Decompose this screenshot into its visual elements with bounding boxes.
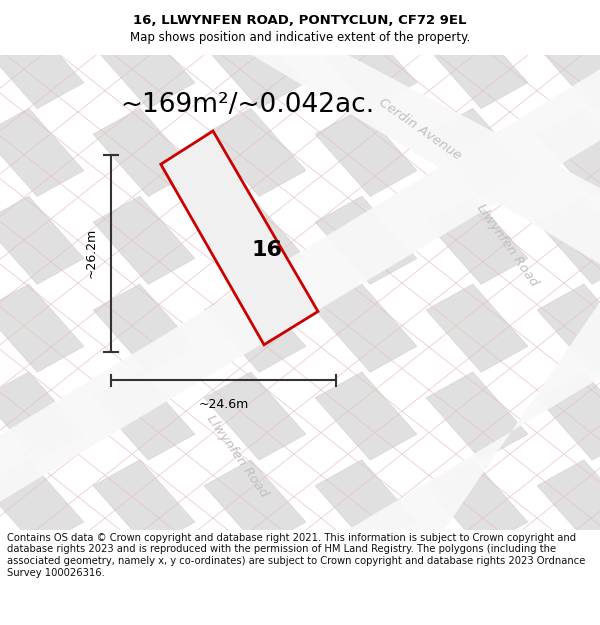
Text: Map shows position and indicative extent of the property.: Map shows position and indicative extent… bbox=[130, 31, 470, 44]
Polygon shape bbox=[204, 284, 306, 372]
Polygon shape bbox=[426, 284, 528, 372]
Text: ~26.2m: ~26.2m bbox=[85, 228, 98, 279]
Polygon shape bbox=[348, 302, 600, 530]
Polygon shape bbox=[0, 196, 84, 284]
Polygon shape bbox=[537, 108, 600, 196]
Polygon shape bbox=[426, 548, 528, 625]
Text: 16, LLWYNFEN ROAD, PONTYCLUN, CF72 9EL: 16, LLWYNFEN ROAD, PONTYCLUN, CF72 9EL bbox=[133, 14, 467, 27]
Polygon shape bbox=[315, 284, 417, 372]
Polygon shape bbox=[0, 548, 84, 625]
Polygon shape bbox=[93, 284, 195, 372]
Polygon shape bbox=[0, 69, 600, 501]
Polygon shape bbox=[93, 196, 195, 284]
Text: Contains OS data © Crown copyright and database right 2021. This information is : Contains OS data © Crown copyright and d… bbox=[7, 533, 586, 578]
Polygon shape bbox=[315, 548, 417, 625]
Polygon shape bbox=[315, 0, 417, 21]
Polygon shape bbox=[426, 196, 528, 284]
Polygon shape bbox=[537, 372, 600, 460]
Polygon shape bbox=[426, 460, 528, 548]
Polygon shape bbox=[93, 548, 195, 625]
Polygon shape bbox=[161, 131, 318, 345]
Text: Cerdin Avenue: Cerdin Avenue bbox=[376, 96, 464, 162]
Polygon shape bbox=[426, 372, 528, 460]
Polygon shape bbox=[426, 108, 528, 196]
Polygon shape bbox=[93, 460, 195, 548]
Text: Llwynfen Road: Llwynfen Road bbox=[204, 412, 270, 500]
Polygon shape bbox=[0, 460, 84, 548]
Polygon shape bbox=[93, 21, 195, 109]
Polygon shape bbox=[537, 196, 600, 284]
Polygon shape bbox=[537, 0, 600, 21]
Polygon shape bbox=[204, 548, 306, 625]
Polygon shape bbox=[537, 284, 600, 372]
Text: ~169m²/~0.042ac.: ~169m²/~0.042ac. bbox=[120, 92, 374, 118]
Polygon shape bbox=[315, 196, 417, 284]
Polygon shape bbox=[93, 0, 195, 21]
Polygon shape bbox=[315, 372, 417, 460]
Polygon shape bbox=[204, 196, 306, 284]
Polygon shape bbox=[93, 108, 195, 196]
Text: Llwynfen Road: Llwynfen Road bbox=[474, 201, 540, 289]
Polygon shape bbox=[204, 372, 306, 460]
Polygon shape bbox=[0, 284, 84, 372]
Polygon shape bbox=[204, 108, 306, 196]
Polygon shape bbox=[537, 548, 600, 625]
Polygon shape bbox=[204, 21, 306, 109]
Polygon shape bbox=[0, 372, 84, 460]
Polygon shape bbox=[204, 460, 306, 548]
Polygon shape bbox=[0, 108, 84, 196]
Polygon shape bbox=[537, 460, 600, 548]
Polygon shape bbox=[315, 21, 417, 109]
Text: ~24.6m: ~24.6m bbox=[199, 398, 248, 411]
Polygon shape bbox=[537, 21, 600, 109]
Polygon shape bbox=[252, 55, 600, 264]
Polygon shape bbox=[315, 108, 417, 196]
Polygon shape bbox=[93, 372, 195, 460]
Polygon shape bbox=[204, 0, 306, 21]
Polygon shape bbox=[0, 21, 84, 109]
Polygon shape bbox=[426, 0, 528, 21]
Polygon shape bbox=[426, 21, 528, 109]
Text: 16: 16 bbox=[251, 240, 283, 260]
Polygon shape bbox=[0, 0, 84, 21]
Polygon shape bbox=[315, 460, 417, 548]
